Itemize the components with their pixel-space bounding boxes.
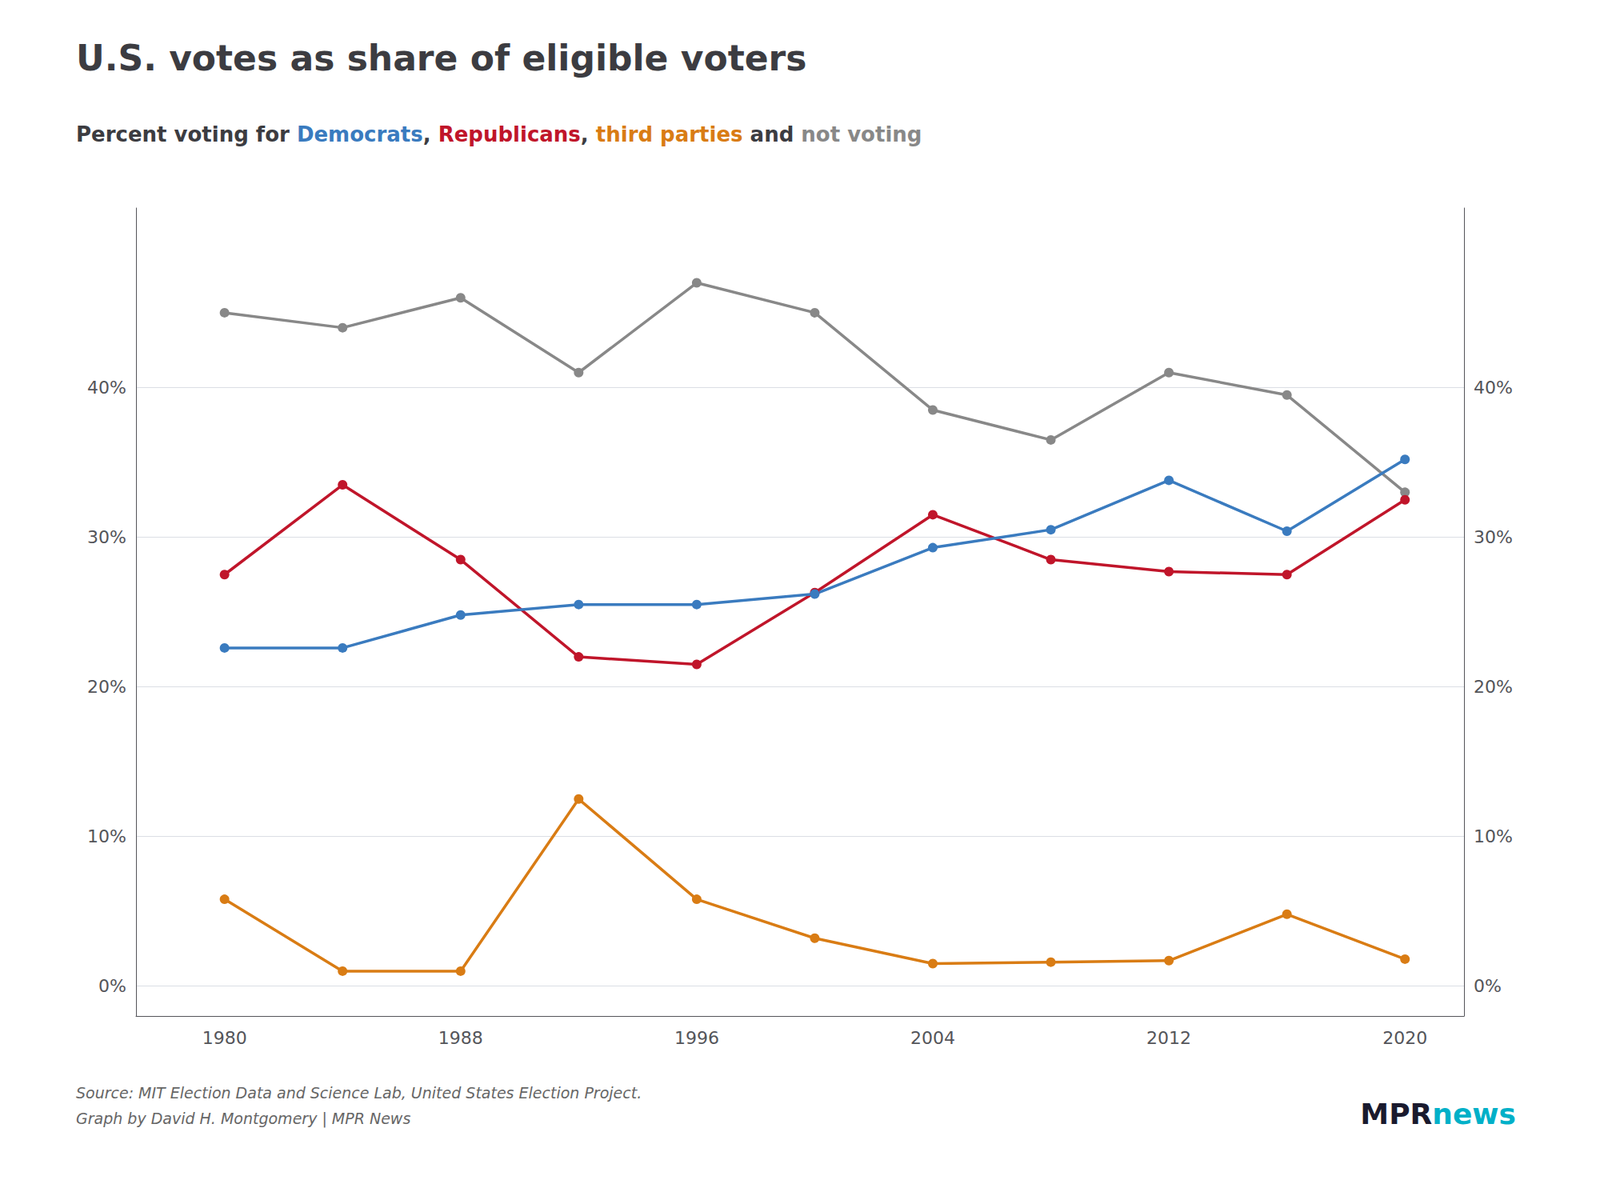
- svg-text:2020: 2020: [1382, 1028, 1428, 1048]
- svg-text:not voting: not voting: [800, 122, 922, 147]
- svg-text:1996: 1996: [674, 1028, 720, 1048]
- svg-text:MPR: MPR: [1360, 1097, 1432, 1131]
- svg-text:1980: 1980: [202, 1028, 248, 1048]
- svg-text:30%: 30%: [87, 527, 127, 548]
- svg-text:1988: 1988: [438, 1028, 484, 1048]
- svg-text:Source: MIT Election Data and: Source: MIT Election Data and Science La…: [76, 1084, 642, 1102]
- svg-text:20%: 20%: [87, 676, 127, 697]
- svg-text:third parties: third parties: [596, 122, 744, 147]
- svg-text:,: ,: [580, 122, 596, 147]
- svg-text:news: news: [1432, 1097, 1516, 1131]
- svg-text:2012: 2012: [1146, 1028, 1192, 1048]
- svg-text:0%: 0%: [98, 976, 127, 996]
- svg-text:20%: 20%: [1473, 676, 1513, 697]
- svg-text:30%: 30%: [1473, 527, 1513, 548]
- svg-text:0%: 0%: [1473, 976, 1502, 996]
- svg-text:Democrats: Democrats: [296, 122, 424, 147]
- svg-text:2004: 2004: [910, 1028, 956, 1048]
- svg-text:Percent voting for: Percent voting for: [76, 122, 297, 147]
- svg-text:,: ,: [423, 122, 439, 147]
- svg-text:Republicans: Republicans: [438, 122, 581, 147]
- svg-text:40%: 40%: [87, 377, 127, 398]
- svg-text:U.S. votes as share of eligibl: U.S. votes as share of eligible voters: [76, 37, 807, 79]
- svg-text:40%: 40%: [1473, 377, 1513, 398]
- svg-text:Graph by David H. Montgomery |: Graph by David H. Montgomery | MPR News: [76, 1109, 411, 1128]
- svg-text:10%: 10%: [1473, 826, 1513, 847]
- svg-text:10%: 10%: [87, 826, 127, 847]
- svg-text:and: and: [743, 122, 802, 147]
